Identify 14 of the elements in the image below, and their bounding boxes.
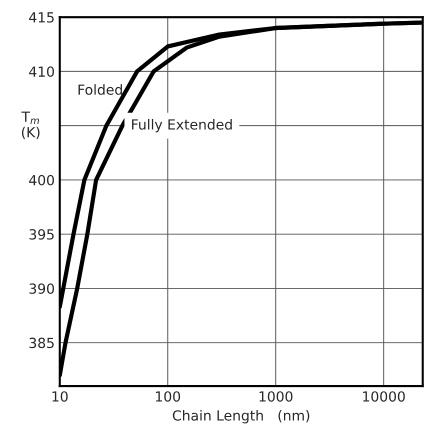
series-label: Fully Extended: [132, 118, 232, 132]
x-axis-title: Chain Length (nm): [172, 410, 310, 424]
series-label: Folded: [78, 84, 122, 95]
y-tick-label: 400: [29, 174, 54, 186]
y-tick-label: 390: [29, 283, 54, 294]
x-tick-label: 10: [52, 391, 68, 402]
y-tick-label: 395: [29, 229, 54, 240]
y-axis-title: T$_{m}$ (K): [21, 112, 40, 140]
x-tick-label: 10000: [363, 391, 405, 402]
y-tick-label: 385: [29, 338, 54, 348]
y-tick-label: 410: [29, 66, 54, 77]
x-tick-label: 100: [156, 391, 180, 402]
y-tick-label: 415: [29, 12, 54, 23]
x-tick-label: 1000: [260, 391, 292, 402]
